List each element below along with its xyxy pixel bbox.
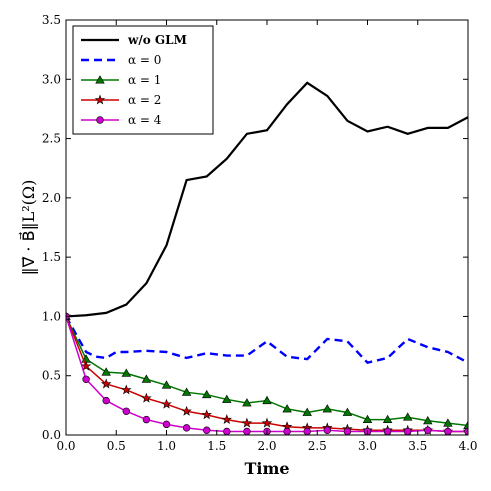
data-point [463,420,468,429]
x-tick-label: 1.0 [157,439,176,453]
data-point [221,414,233,425]
data-point [121,368,132,377]
plot-frame [65,19,469,436]
y-tick-label: 3.0 [42,72,61,86]
legend-item: α = 2 [81,93,161,107]
legend-label: α = 0 [128,53,161,67]
x-tick-label: 0.0 [56,439,75,453]
data-point [161,398,172,409]
x-tick-label: 3.5 [408,439,427,453]
legend-marker [94,94,106,105]
legend-item: α = 4 [81,113,162,127]
x-tick-label: 2.0 [257,439,276,453]
series-line [66,315,468,364]
data-point [282,404,292,413]
series-0 [66,81,468,318]
data-point [402,412,413,421]
data-point [101,367,111,376]
legend-label: α = 2 [128,93,161,107]
legend: w/o GLM α = 0 α = 1 α = 2 α = 4 [72,25,214,135]
data-point [141,392,152,403]
data-point [423,415,433,425]
data-point [223,427,231,435]
data-point [203,426,211,434]
y-tick-label: 1.0 [42,309,61,323]
legend-item: w/o GLM [81,33,187,47]
data-point [343,427,352,435]
legend-label: α = 4 [128,113,162,127]
data-point [302,407,312,416]
x-tick-label: 4.0 [458,439,477,453]
legend-label: α = 1 [128,73,161,87]
data-point [181,387,192,396]
legend-marker [96,116,104,124]
data-point [342,407,353,416]
data-point [303,427,311,435]
data-point [201,409,212,420]
axis-ticks-group: 0.0 0.5 1.0 1.5 2.0 2.5 3.0 3.5 4.0 0.0 0.5 1.0 1.5 2… [42,13,478,453]
data-point [100,378,112,389]
data-point [243,427,251,435]
data-point [444,427,452,435]
x-axis-label: Time [244,459,289,478]
data-point [323,426,331,434]
x-tick-label: 1.5 [207,439,226,453]
y-tick-label: 3.5 [42,13,61,27]
data-point [161,380,172,389]
series-1 [66,315,468,364]
legend-marker [95,75,105,84]
legend-item: α = 0 [81,53,161,67]
data-point [142,415,151,424]
data-point [261,417,273,428]
series-2 [66,311,468,429]
x-tick-label: 3.0 [358,439,377,453]
data-point [404,427,412,435]
data-point [122,407,131,415]
data-point [242,398,252,407]
y-tick-label: 0.5 [42,369,61,383]
legend-label: w/o GLM [127,33,187,47]
data-point [383,427,392,435]
x-tick-label: 2.5 [308,439,327,453]
legend-item: α = 1 [81,73,161,87]
data-point [201,389,212,399]
data-point [322,404,333,413]
data-point [241,417,253,428]
data-point [162,420,171,429]
data-point [464,427,468,435]
data-point [262,395,272,405]
data-point [80,360,92,371]
data-point [362,414,373,424]
plot-series-group [66,81,468,435]
data-point [222,394,232,403]
y-tick-label: 0.0 [42,428,61,442]
y-tick-label: 2.5 [42,132,61,146]
y-tick-label: 2.0 [42,191,61,205]
data-point [102,396,110,405]
data-point [181,405,192,416]
data-point [121,384,132,395]
data-point [382,414,393,424]
series-line [66,81,468,318]
data-point [424,426,432,434]
y-tick-label: 1.5 [42,250,61,264]
data-point [182,424,191,432]
x-tick-label: 0.5 [107,439,126,453]
y-axis-label: ‖∇⃗ · B⃗‖L²(Ω) [18,180,38,276]
data-point [283,427,291,435]
data-point [82,375,90,383]
data-point [141,374,152,383]
